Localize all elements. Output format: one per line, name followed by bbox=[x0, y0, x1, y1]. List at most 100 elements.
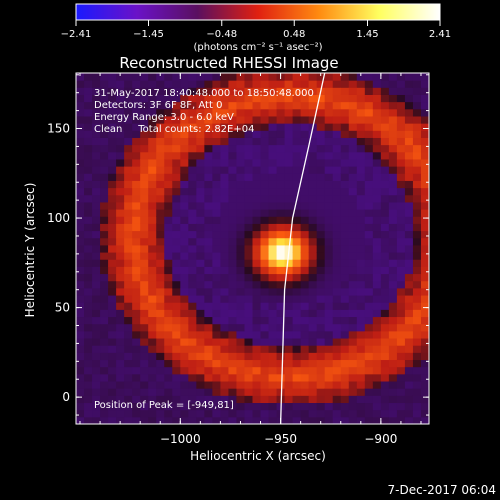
heatmap-cell bbox=[100, 173, 109, 181]
heatmap-cell bbox=[236, 345, 245, 353]
heatmap-cell bbox=[404, 295, 414, 303]
heatmap-cell bbox=[364, 137, 374, 146]
heatmap-cell bbox=[380, 316, 390, 325]
heatmap-cell bbox=[220, 316, 229, 325]
heatmap-cell bbox=[388, 187, 398, 196]
heatmap-cell bbox=[252, 252, 262, 260]
heatmap-cell bbox=[172, 209, 181, 217]
heatmap-cell bbox=[380, 309, 390, 318]
heatmap-cell bbox=[212, 216, 221, 224]
heatmap-cell bbox=[284, 416, 294, 424]
heatmap-cell bbox=[204, 280, 213, 289]
heatmap-cell bbox=[324, 266, 334, 275]
heatmap-cell bbox=[92, 373, 101, 382]
heatmap-cell bbox=[196, 409, 205, 418]
heatmap-cell bbox=[204, 173, 213, 181]
heatmap-cell bbox=[172, 187, 181, 196]
heatmap-cell bbox=[356, 201, 366, 210]
heatmap-cell bbox=[292, 137, 302, 146]
heatmap-cell bbox=[292, 409, 302, 418]
heatmap-cell bbox=[148, 330, 157, 339]
heatmap-cell bbox=[396, 309, 406, 318]
heatmap-cell bbox=[380, 94, 390, 103]
heatmap-cell bbox=[284, 187, 294, 196]
heatmap-cell bbox=[340, 94, 350, 103]
heatmap-cell bbox=[228, 395, 237, 404]
heatmap-cell bbox=[276, 187, 286, 196]
heatmap-cell bbox=[236, 180, 245, 189]
heatmap-cell bbox=[92, 330, 101, 339]
heatmap-cell bbox=[172, 216, 181, 224]
heatmap-cell bbox=[100, 323, 109, 332]
heatmap-cell bbox=[164, 295, 173, 303]
heatmap-cell bbox=[388, 259, 398, 267]
heatmap-cell bbox=[228, 173, 237, 181]
heatmap-cell bbox=[372, 137, 382, 146]
heatmap-cell bbox=[364, 123, 374, 131]
heatmap-cell bbox=[412, 115, 422, 124]
heatmap-cell bbox=[204, 108, 213, 117]
heatmap-cell bbox=[348, 273, 358, 282]
heatmap-cell bbox=[204, 216, 213, 224]
heatmap-cell bbox=[348, 244, 358, 253]
heatmap-cell bbox=[420, 137, 429, 146]
heatmap-cell bbox=[372, 381, 382, 389]
heatmap-cell bbox=[220, 209, 229, 217]
heatmap-cell bbox=[308, 316, 318, 325]
heatmap-cell bbox=[364, 194, 374, 203]
heatmap-cell bbox=[180, 373, 189, 382]
heatmap-cell bbox=[260, 194, 270, 203]
heatmap-cell bbox=[124, 309, 133, 318]
heatmap-cell bbox=[332, 359, 342, 368]
heatmap-cell bbox=[172, 94, 181, 103]
heatmap-cell bbox=[284, 338, 294, 346]
heatmap-cell bbox=[156, 209, 165, 217]
heatmap-cell bbox=[348, 352, 358, 361]
heatmap-cell bbox=[124, 388, 133, 396]
heatmap-cell bbox=[212, 295, 221, 303]
heatmap-cell bbox=[172, 259, 181, 267]
heatmap-cell bbox=[420, 402, 429, 411]
heatmap-cell bbox=[412, 388, 422, 396]
heatmap-cell bbox=[332, 388, 342, 396]
heatmap-cell bbox=[212, 309, 221, 318]
heatmap-cell bbox=[196, 173, 205, 181]
heatmap-cell bbox=[180, 316, 189, 325]
heatmap-cell bbox=[316, 295, 326, 303]
heatmap-cell bbox=[196, 158, 205, 167]
heatmap-cell bbox=[388, 388, 398, 396]
heatmap-cell bbox=[228, 330, 237, 339]
heatmap-cell bbox=[188, 373, 197, 382]
heatmap-cell bbox=[404, 309, 414, 318]
heatmap-cell bbox=[260, 388, 270, 396]
heatmap-cell bbox=[148, 366, 157, 375]
heatmap-cell bbox=[180, 244, 189, 253]
heatmap-cell bbox=[84, 395, 93, 404]
heatmap-cell bbox=[372, 395, 382, 404]
heatmap-cell bbox=[380, 330, 390, 339]
heatmap-cell bbox=[324, 416, 334, 424]
heatmap-cell bbox=[420, 345, 429, 353]
heatmap-cell bbox=[124, 244, 133, 253]
heatmap-cell bbox=[116, 73, 125, 81]
heatmap-cell bbox=[132, 295, 141, 303]
heatmap-cell bbox=[380, 237, 390, 246]
heatmap-cell bbox=[396, 158, 406, 167]
heatmap-cell bbox=[204, 388, 213, 396]
heatmap-cell bbox=[412, 166, 422, 174]
heatmap-cell bbox=[292, 166, 302, 174]
heatmap-cell bbox=[84, 123, 93, 131]
heatmap-cell bbox=[244, 173, 253, 181]
heatmap-cell bbox=[252, 373, 262, 382]
heatmap-cell bbox=[364, 402, 374, 411]
heatmap-cell bbox=[204, 295, 213, 303]
heatmap-cell bbox=[92, 194, 101, 203]
heatmap-cell bbox=[108, 87, 117, 95]
heatmap-cell bbox=[196, 273, 205, 282]
heatmap-cell bbox=[404, 201, 414, 210]
heatmap-cell bbox=[372, 158, 382, 167]
heatmap-cell bbox=[364, 366, 374, 375]
heatmap-cell bbox=[244, 94, 253, 103]
heatmap-cell bbox=[236, 216, 245, 224]
heatmap-cell bbox=[172, 194, 181, 203]
